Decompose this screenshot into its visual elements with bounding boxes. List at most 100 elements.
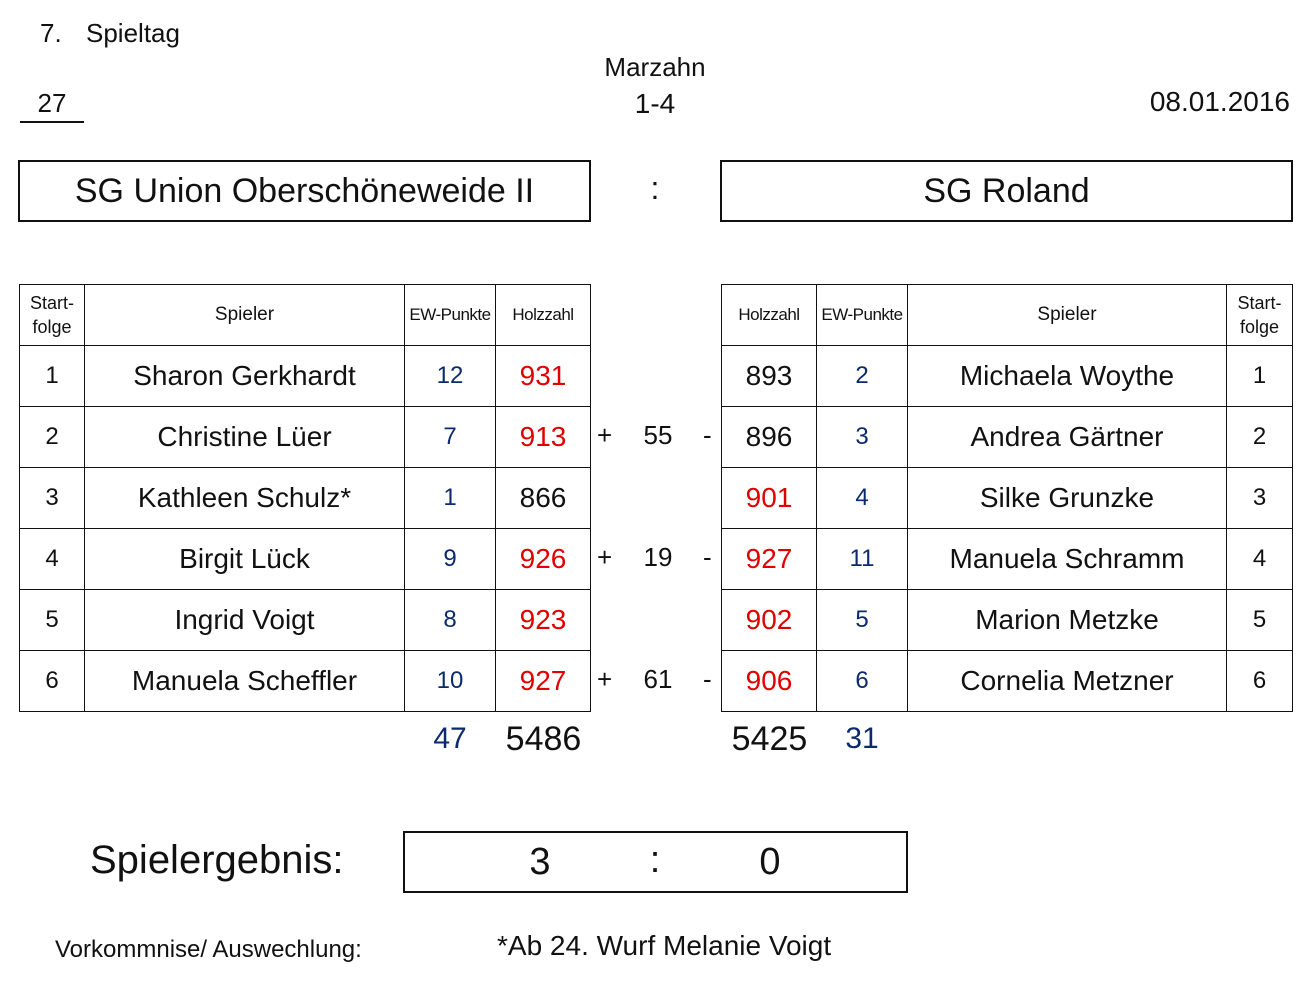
home-team-box: SG Union Oberschöneweide II: [18, 160, 591, 222]
away-header-row: Holzzahl EW-Punkte Spieler Start-folge: [721, 284, 1293, 346]
result-label: Spielergebnis:: [90, 838, 344, 882]
matchday-number: 7.: [40, 18, 62, 48]
diff-minus: -: [703, 420, 712, 450]
diff-value: 61: [643, 664, 673, 694]
player-name: Sharon Gerkhardt: [84, 345, 405, 407]
player-name: Silke Grunzke: [907, 467, 1227, 529]
ew-points: 3: [816, 406, 908, 468]
home-player-row: 5 Ingrid Voigt 8 923: [19, 589, 591, 651]
start-order: 3: [19, 467, 85, 529]
ew-points: 7: [404, 406, 496, 468]
home-team-name: SG Union Oberschöneweide II: [74, 171, 535, 210]
start-order: 3: [1226, 467, 1293, 529]
match-date: 08.01.2016: [1149, 86, 1290, 117]
pin-count: 896: [721, 406, 817, 468]
diff-minus: -: [703, 664, 712, 694]
away-score-table: Holzzahl EW-Punkte Spieler Start-folge 8…: [721, 284, 1293, 712]
ew-points: 4: [816, 467, 908, 529]
col-start-header: Start-folge: [19, 284, 85, 346]
home-total-ew: 47: [433, 722, 467, 755]
ew-points: 5: [816, 589, 908, 651]
diff-plus: +: [597, 542, 613, 572]
player-name: Manuela Scheffler: [84, 650, 405, 712]
start-order: 4: [1226, 528, 1293, 590]
player-name: Andrea Gärtner: [907, 406, 1227, 468]
pin-count: 927: [495, 650, 591, 712]
col-start-header: Start-folge: [1226, 284, 1293, 346]
ew-points: 1: [404, 467, 496, 529]
ew-points: 11: [816, 528, 908, 590]
player-name: Cornelia Metzner: [907, 650, 1227, 712]
home-player-row: 4 Birgit Lück 9 926: [19, 528, 591, 590]
diff-plus: +: [597, 420, 613, 450]
start-order: 2: [1226, 406, 1293, 468]
ew-points: 2: [816, 345, 908, 407]
incidents-label: Vorkommnise/ Auswechlung:: [55, 936, 362, 963]
home-player-row: 2 Christine Lüer 7 913: [19, 406, 591, 468]
start-order: 6: [1226, 650, 1293, 712]
game-number: 27: [20, 88, 84, 123]
away-player-row: 902 5 Marion Metzke 5: [721, 589, 1293, 651]
ew-points: 8: [404, 589, 496, 651]
away-player-row: 901 4 Silke Grunzke 3: [721, 467, 1293, 529]
col-player-header: Spieler: [84, 284, 405, 346]
away-player-row: 906 6 Cornelia Metzner 6: [721, 650, 1293, 712]
matchday-label: Spieltag: [86, 18, 180, 48]
pin-count: 913: [495, 406, 591, 468]
col-player-header: Spieler: [907, 284, 1227, 346]
diff-plus: +: [597, 664, 613, 694]
away-total-ew: 31: [845, 722, 879, 755]
pair-difference-1: + 55 -: [593, 406, 719, 466]
home-score-table: Start-folge Spieler EW-Punkte Holzzahl 1…: [19, 284, 591, 712]
start-order: 4: [19, 528, 85, 590]
pin-count: 931: [495, 345, 591, 407]
pin-count: 927: [721, 528, 817, 590]
start-order: 5: [1226, 589, 1293, 651]
player-name: Manuela Schramm: [907, 528, 1227, 590]
pin-count: 866: [495, 467, 591, 529]
home-header-row: Start-folge Spieler EW-Punkte Holzzahl: [19, 284, 591, 346]
result-home: 3: [529, 841, 551, 883]
player-name: Kathleen Schulz*: [84, 467, 405, 529]
start-order: 6: [19, 650, 85, 712]
pair-difference-3: + 61 -: [593, 650, 719, 710]
result-separator: :: [649, 839, 661, 881]
player-name: Ingrid Voigt: [84, 589, 405, 651]
ew-points: 12: [404, 345, 496, 407]
lanes: 1-4: [634, 88, 676, 119]
incidents-text: *Ab 24. Wurf Melanie Voigt: [497, 930, 832, 961]
start-order: 2: [19, 406, 85, 468]
away-team-box: SG Roland: [720, 160, 1293, 222]
diff-value: 55: [643, 420, 673, 450]
ew-points: 6: [816, 650, 908, 712]
home-player-row: 6 Manuela Scheffler 10 927: [19, 650, 591, 712]
away-player-row: 927 11 Manuela Schramm 4: [721, 528, 1293, 590]
result-away: 0: [759, 841, 781, 883]
ew-points: 9: [404, 528, 496, 590]
team-separator: :: [650, 170, 660, 206]
away-team-name: SG Roland: [923, 171, 1090, 210]
col-holz-header: Holzzahl: [721, 284, 817, 346]
pin-count: 906: [721, 650, 817, 712]
player-name: Michaela Woythe: [907, 345, 1227, 407]
player-name: Marion Metzke: [907, 589, 1227, 651]
away-player-row: 893 2 Michaela Woythe 1: [721, 345, 1293, 407]
player-name: Birgit Lück: [84, 528, 405, 590]
diff-value: 19: [643, 542, 673, 572]
diff-minus: -: [703, 542, 712, 572]
pin-count: 893: [721, 345, 817, 407]
pin-count: 923: [495, 589, 591, 651]
away-player-row: 896 3 Andrea Gärtner 2: [721, 406, 1293, 468]
col-ew-header: EW-Punkte: [816, 284, 908, 346]
ew-points: 10: [404, 650, 496, 712]
pair-difference-2: + 19 -: [593, 528, 719, 588]
home-total-holz: 5486: [505, 720, 582, 758]
col-holz-header: Holzzahl: [495, 284, 591, 346]
home-player-row: 3 Kathleen Schulz* 1 866: [19, 467, 591, 529]
col-ew-header: EW-Punkte: [404, 284, 496, 346]
result-box: 3 : 0: [403, 831, 908, 893]
pin-count: 902: [721, 589, 817, 651]
home-player-row: 1 Sharon Gerkhardt 12 931: [19, 345, 591, 407]
start-order: 1: [19, 345, 85, 407]
pin-count: 926: [495, 528, 591, 590]
